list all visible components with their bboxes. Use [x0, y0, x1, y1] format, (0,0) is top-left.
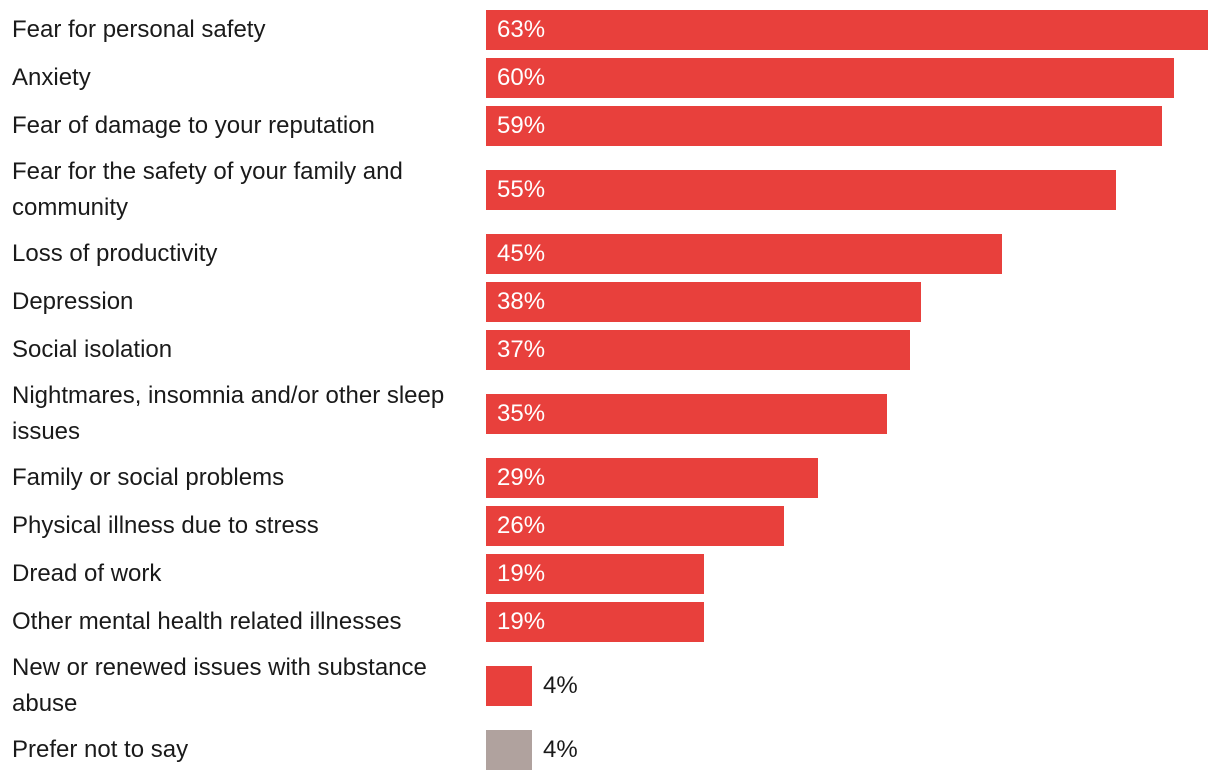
category-label: Nightmares, insomnia and/or other sleep …	[12, 382, 445, 445]
category-label: Social isolation	[12, 336, 173, 363]
category-label: Depression	[12, 288, 134, 315]
category-label: New or renewed issues with substance abu…	[12, 654, 427, 717]
bar	[486, 282, 921, 322]
bar	[486, 602, 704, 642]
data-label: 29%	[497, 464, 546, 491]
data-label: 55%	[497, 176, 546, 203]
data-label: 26%	[497, 512, 546, 539]
bar	[486, 554, 704, 594]
data-label: 38%	[497, 288, 546, 315]
category-label: Other mental health related illnesses	[12, 608, 402, 635]
bar	[486, 58, 1174, 98]
bar	[486, 666, 532, 706]
category-label: Dread of work	[12, 560, 162, 587]
bar	[486, 730, 532, 770]
data-label: 19%	[497, 608, 546, 635]
category-label: Fear for the safety of your family and c…	[12, 158, 403, 221]
bar	[486, 10, 1208, 50]
data-label: 59%	[497, 112, 546, 139]
data-label: 4%	[543, 672, 578, 699]
category-label: Fear of damage to your reputation	[12, 112, 375, 139]
bar	[486, 506, 784, 546]
data-label: 63%	[497, 16, 546, 43]
bar	[486, 458, 818, 498]
bar	[486, 394, 887, 434]
data-label: 60%	[497, 64, 546, 91]
category-label: Prefer not to say	[12, 736, 189, 763]
bar	[486, 170, 1116, 210]
bar	[486, 106, 1162, 146]
data-label: 35%	[497, 400, 546, 427]
category-label: Loss of productivity	[12, 240, 218, 267]
bar	[486, 234, 1002, 274]
category-label: Family or social problems	[12, 464, 285, 491]
data-label: 37%	[497, 336, 546, 363]
category-label: Anxiety	[12, 64, 91, 91]
data-label: 4%	[543, 736, 578, 763]
bar	[486, 330, 910, 370]
data-label: 19%	[497, 560, 546, 587]
category-label: Physical illness due to stress	[12, 512, 319, 539]
category-label: Fear for personal safety	[12, 16, 266, 43]
data-label: 45%	[497, 240, 546, 267]
